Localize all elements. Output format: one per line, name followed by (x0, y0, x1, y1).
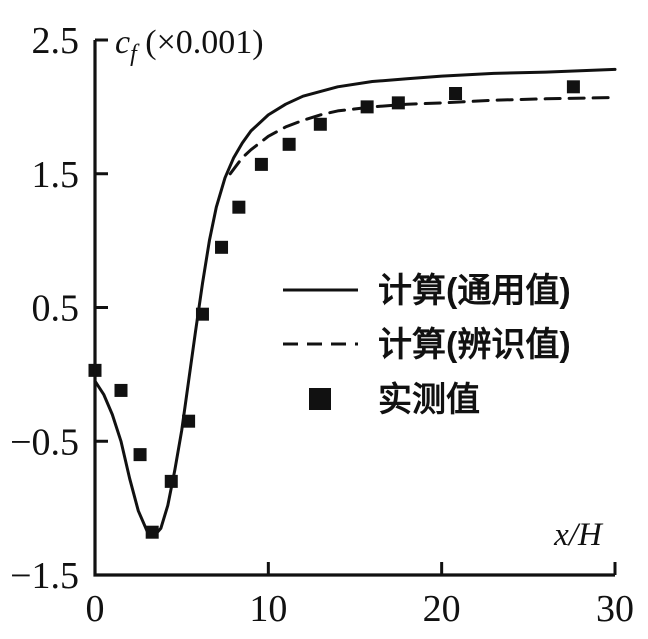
measured-data-point (282, 137, 296, 151)
legend-label: 实测值 (378, 381, 480, 419)
measured-data-point (195, 307, 209, 321)
measured-data-point (313, 117, 327, 131)
measured-data-point (360, 100, 374, 114)
measured-data-point (232, 200, 246, 214)
computed-identified-line (228, 96, 617, 176)
legend-item: 计算(通用值) (283, 272, 571, 310)
measured-data-point (114, 383, 128, 397)
measured-data-point (449, 87, 463, 100)
chart-title: cf (×0.001) (115, 24, 264, 67)
x-axis-label: x/H (553, 517, 604, 553)
y-tick-label: −0.5 (10, 421, 79, 463)
legend-label: 计算(辨识值) (378, 326, 571, 364)
y-tick-label: 0.5 (32, 288, 80, 330)
y-tick-label: −1.5 (10, 555, 79, 597)
measured-data-point (215, 240, 229, 254)
legend-item: 计算(辨识值) (283, 326, 571, 364)
measured-data-point (133, 448, 147, 462)
measured-data-point (391, 96, 405, 110)
measured-data-point (164, 474, 178, 488)
measured-data-point (145, 525, 159, 539)
y-tick-label: 1.5 (32, 154, 80, 196)
legend-square-marker-sample (309, 388, 331, 410)
x-tick-label: 10 (249, 588, 287, 630)
x-tick-label: 20 (423, 588, 461, 630)
legend-item: 实测值 (309, 381, 480, 419)
legend-label: 计算(通用值) (378, 272, 571, 310)
measured-data-point (182, 414, 196, 428)
measured-data-point (566, 80, 580, 94)
measured-data-point (254, 157, 268, 171)
x-tick-label: 30 (596, 588, 634, 630)
x-tick-label: 0 (86, 588, 105, 630)
computed-general-line (93, 67, 617, 538)
y-tick-label: 2.5 (32, 20, 80, 62)
